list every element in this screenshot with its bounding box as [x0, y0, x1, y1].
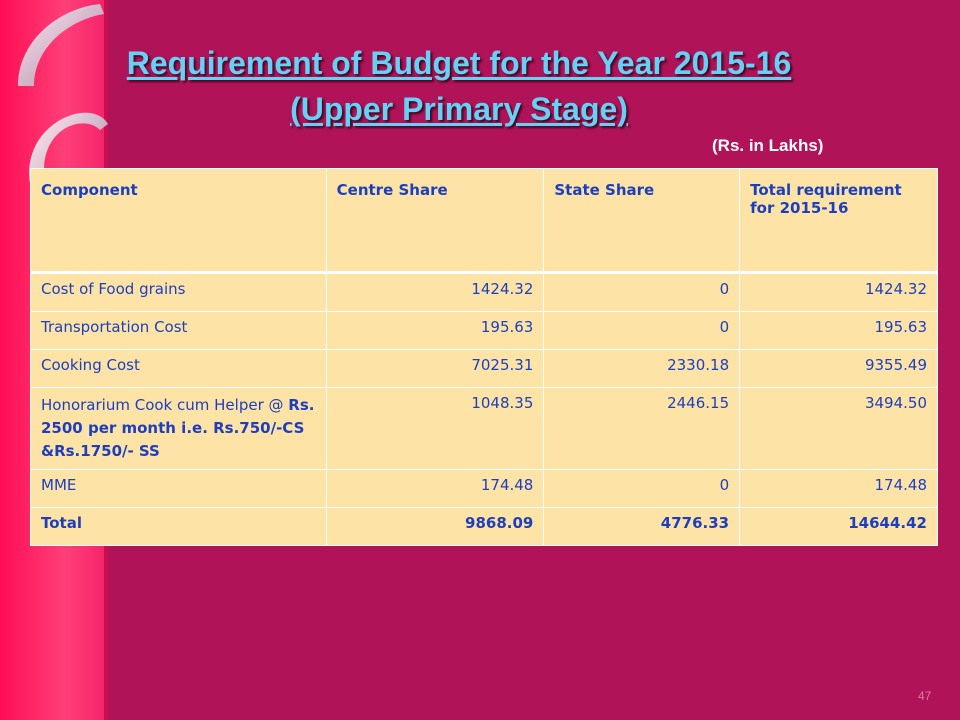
cell-component: Cost of Food grains	[30, 272, 327, 312]
header-state-share: State Share	[543, 168, 741, 274]
cell-centre-share: 1424.32	[325, 272, 545, 312]
swirl-arc-top	[18, 4, 104, 86]
table-row: Honorarium Cook cum Helper @ Rs. 2500 pe…	[30, 387, 938, 470]
cell-component: Honorarium Cook cum Helper @ Rs. 2500 pe…	[30, 387, 327, 470]
cell-total: 9355.49	[739, 349, 938, 388]
cell-centre-share: 1048.35	[325, 387, 545, 470]
cell-centre-share: 7025.31	[325, 349, 545, 388]
cell-component: MME	[30, 469, 327, 508]
cell-state-share: 2330.18	[543, 349, 741, 388]
table-row: Cooking Cost 7025.31 2330.18 9355.49	[30, 349, 938, 388]
cell-total: 3494.50	[739, 387, 938, 470]
cell-grand-total: 14644.42	[739, 507, 938, 546]
page-number: 47	[918, 689, 932, 703]
cell-centre-share: 195.63	[325, 311, 545, 350]
header-component: Component	[30, 168, 327, 274]
cell-total: 174.48	[739, 469, 938, 508]
cell-state-share: 0	[543, 311, 741, 350]
cell-component: Transportation Cost	[30, 311, 327, 350]
cell-state-share: 0	[543, 469, 741, 508]
table-row: MME 174.48 0 174.48	[30, 469, 938, 508]
header-row: Component Centre Share State Share Total…	[30, 168, 938, 274]
cell-component: Cooking Cost	[30, 349, 327, 388]
cell-centre-share: 174.48	[325, 469, 545, 508]
cell-total-label: Total	[30, 507, 327, 546]
cell-total: 1424.32	[739, 272, 938, 312]
title-line-1: Requirement of Budget for the Year 2015-…	[126, 45, 792, 81]
cell-state-share: 0	[543, 272, 741, 312]
title-line-2: (Upper Primary Stage)	[290, 91, 628, 127]
total-row: Total 9868.09 4776.33 14644.42	[30, 507, 938, 546]
cell-total: 195.63	[739, 311, 938, 350]
cell-total-centre: 9868.09	[325, 507, 545, 546]
component-plain-text: Honorarium Cook cum Helper @	[41, 396, 289, 414]
component-bold-text: Rs. 2500 per month i.e. Rs.750/-CS &Rs.1…	[41, 396, 315, 460]
table-row: Cost of Food grains 1424.32 0 1424.32	[30, 272, 938, 312]
cell-total-state: 4776.33	[543, 507, 741, 546]
slide-title: Requirement of Budget for the Year 2015-…	[0, 40, 918, 132]
table-row: Transportation Cost 195.63 0 195.63	[30, 311, 938, 350]
unit-note: (Rs. in Lakhs)	[712, 136, 824, 155]
header-total-requirement: Total requirement for 2015-16	[739, 168, 938, 274]
budget-table: Component Centre Share State Share Total…	[30, 168, 938, 546]
header-centre-share: Centre Share	[325, 168, 545, 274]
cell-state-share: 2446.15	[543, 387, 741, 470]
